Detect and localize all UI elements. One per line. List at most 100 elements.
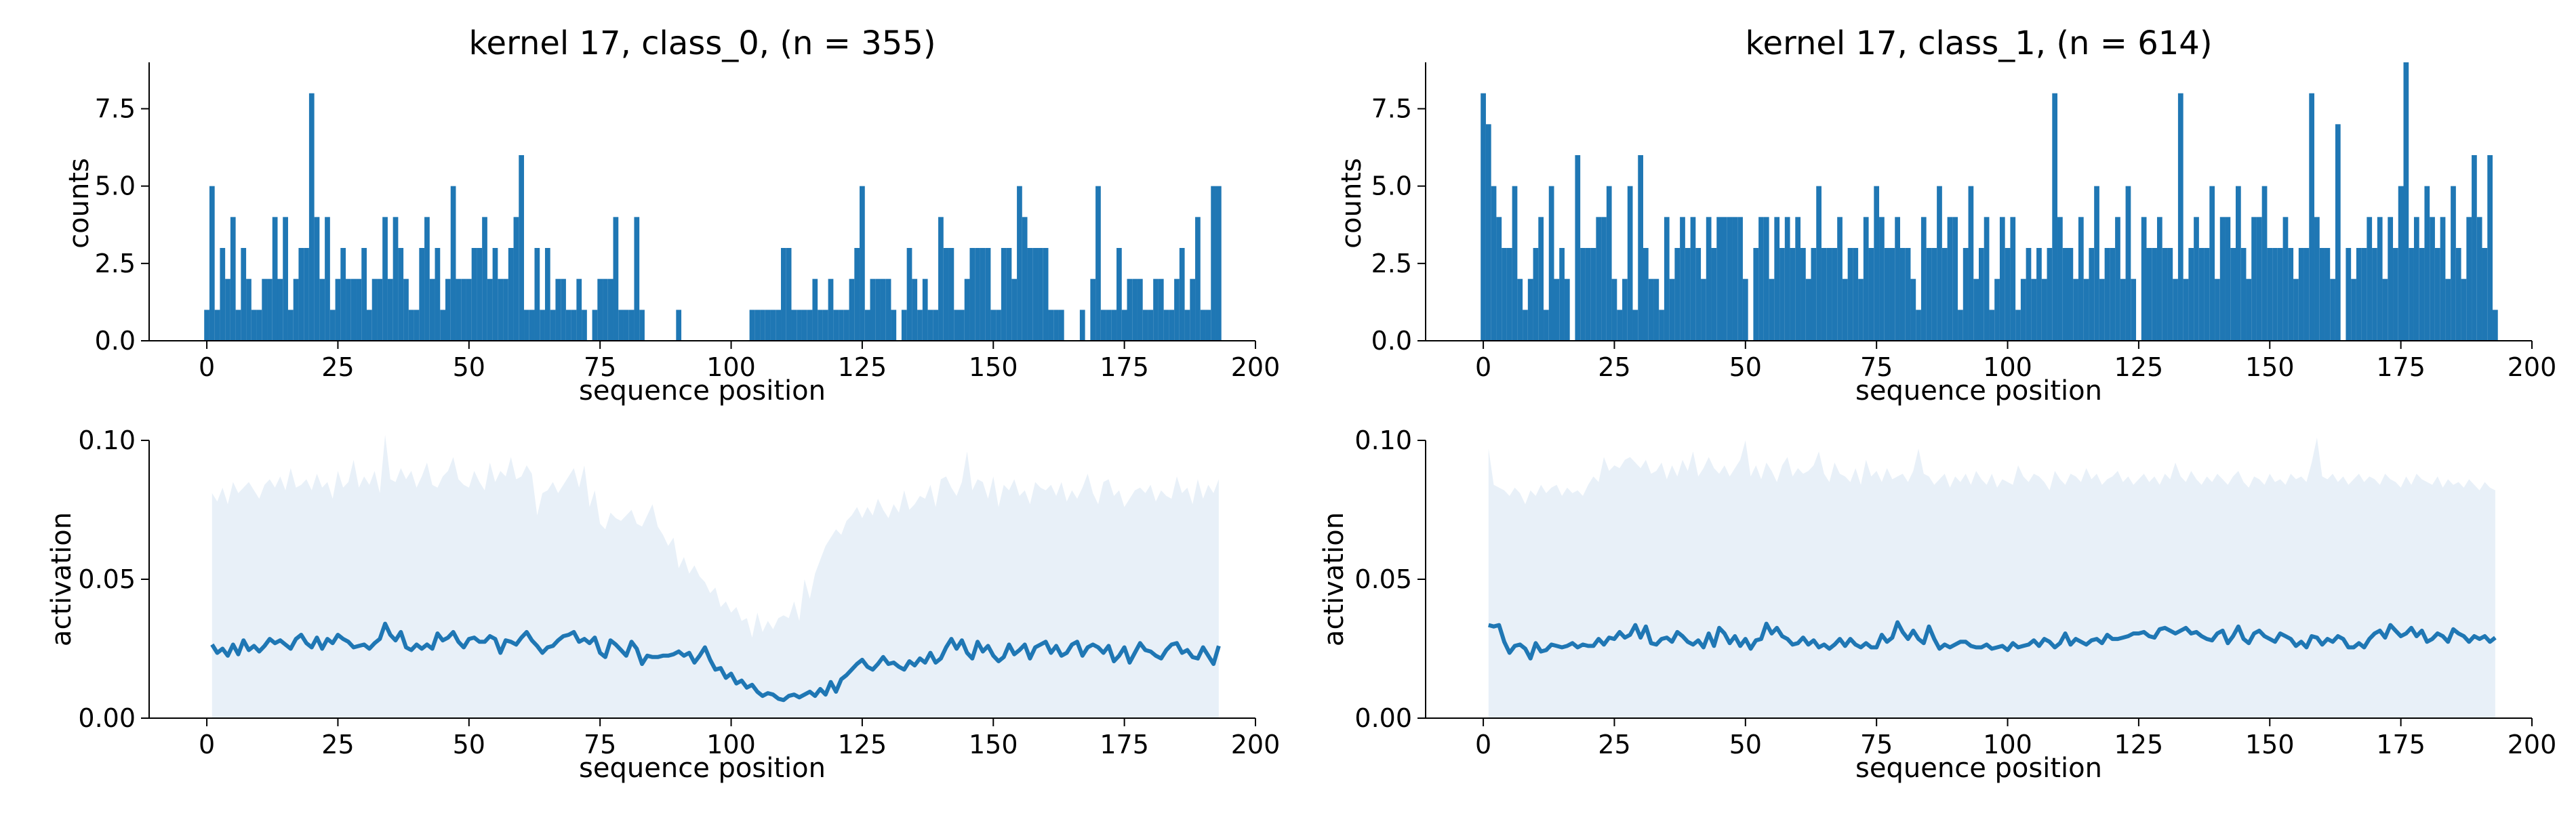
- bar: [2041, 278, 2047, 341]
- bar: [2351, 278, 2356, 341]
- bar: [1106, 310, 1112, 341]
- bar: [371, 278, 378, 341]
- bar: [2461, 278, 2467, 341]
- bar: [576, 278, 582, 341]
- bar: [2367, 217, 2373, 341]
- y-tick-label: 7.5: [1371, 94, 1412, 124]
- x-tick-label: 75: [1860, 352, 1893, 382]
- bar: [2198, 248, 2205, 341]
- bar: [1038, 248, 1043, 341]
- bar: [319, 278, 325, 341]
- bar: [387, 278, 393, 341]
- bar: [1596, 217, 1602, 341]
- bar: [2156, 217, 2162, 341]
- bar: [1053, 310, 1059, 341]
- bar: [1664, 217, 1670, 341]
- bar: [938, 217, 944, 341]
- bar: [797, 310, 802, 341]
- bar: [550, 310, 556, 341]
- activation-range-band: [212, 434, 1219, 718]
- bar: [1916, 310, 1921, 341]
- bar: [676, 310, 682, 341]
- x-tick-label: 200: [2508, 352, 2557, 382]
- bar: [2492, 310, 2498, 341]
- bar: [329, 310, 336, 341]
- bar: [2099, 278, 2105, 341]
- bar: [582, 310, 587, 341]
- bar: [2146, 248, 2152, 341]
- bar: [1001, 248, 1007, 341]
- y-tick-label: 0.00: [78, 703, 136, 733]
- bar: [885, 278, 891, 341]
- bar: [1017, 186, 1022, 341]
- x-tick-label: 75: [584, 730, 616, 759]
- bar: [2230, 248, 2236, 341]
- bar: [2235, 186, 2241, 341]
- x-tick-label: 50: [453, 352, 485, 382]
- bar: [2382, 278, 2388, 341]
- bar: [487, 278, 493, 341]
- bar: [1585, 248, 1591, 341]
- bar: [2173, 278, 2178, 341]
- bar: [1111, 310, 1117, 341]
- bar: [1805, 278, 1811, 341]
- bar: [1627, 186, 1633, 341]
- bar: [2330, 278, 2335, 341]
- bar: [209, 186, 215, 341]
- x-tick-label: 150: [969, 352, 1018, 382]
- bar: [1868, 248, 1874, 341]
- bar: [1211, 186, 1216, 341]
- x-tick-label: 75: [1860, 730, 1893, 759]
- bar: [1215, 186, 1222, 341]
- chart-title: kernel 17, class_1, (n = 614): [1745, 24, 2212, 62]
- bar: [990, 310, 997, 341]
- bar: [2115, 217, 2120, 341]
- bar: [1800, 248, 1806, 341]
- bar: [922, 278, 928, 341]
- bar: [1032, 248, 1039, 341]
- bar: [519, 155, 525, 341]
- bar: [1205, 310, 1211, 341]
- bar: [2094, 186, 2099, 341]
- bar: [1491, 186, 1497, 341]
- bar: [1722, 217, 1727, 341]
- bar: [1200, 310, 1206, 341]
- bar: [1947, 217, 1953, 341]
- x-tick-label: 100: [706, 352, 756, 382]
- bar: [1931, 248, 1937, 341]
- bar: [283, 217, 288, 341]
- bar: [1601, 217, 1607, 341]
- activation-range-band: [1488, 437, 2495, 718]
- bar: [1884, 248, 1890, 341]
- bar: [2078, 217, 2084, 341]
- bar: [293, 278, 299, 341]
- bar: [2361, 248, 2367, 341]
- bar: [927, 310, 933, 341]
- bar: [1952, 217, 1958, 341]
- x-tick-label: 200: [1231, 352, 1281, 382]
- bar: [2319, 248, 2325, 341]
- bar: [1195, 217, 1201, 341]
- bar: [2413, 217, 2419, 341]
- bar: [1680, 217, 1685, 341]
- bar: [1941, 248, 1948, 341]
- bar: [524, 310, 529, 341]
- bar: [1899, 248, 1906, 341]
- bar: [1858, 278, 1864, 341]
- bar: [875, 278, 881, 341]
- bar: [414, 310, 420, 341]
- bar: [565, 310, 571, 341]
- bar: [2455, 248, 2461, 341]
- bar: [2089, 248, 2095, 341]
- bar: [1590, 248, 1596, 341]
- bar: [880, 278, 886, 341]
- y-tick-label: 2.5: [1371, 249, 1412, 278]
- bar: [287, 310, 294, 341]
- bar: [1190, 278, 1196, 341]
- bar: [2335, 124, 2341, 341]
- panel-class0-counts: kernel 17, class_0, (n = 355) 0 25 50 75 100…: [64, 24, 1280, 406]
- bar: [492, 248, 498, 341]
- bar: [917, 310, 923, 341]
- bar: [2020, 278, 2026, 341]
- bar: [1011, 278, 1018, 341]
